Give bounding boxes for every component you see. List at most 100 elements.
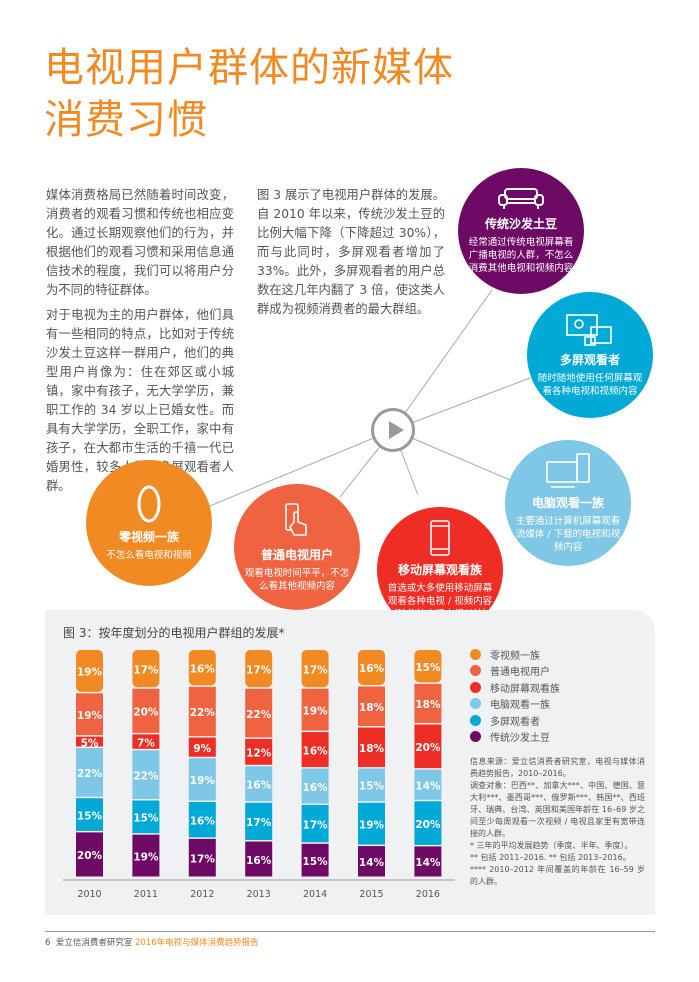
bar-segment bbox=[414, 769, 442, 800]
footer: 6 爱立信消费者研究室 2016年电视与媒体消费趋势报告 bbox=[45, 936, 259, 948]
bar-segment bbox=[132, 650, 160, 688]
note: * 三年的平均发展趋势（季度、半年、季度）。 bbox=[470, 841, 633, 850]
data-label: 15% bbox=[359, 781, 385, 793]
data-label: 20% bbox=[77, 850, 103, 862]
segment-circle-couch-potato: 传统沙发土豆 经常通过传统电视屏幕看广播电视的人群，不怎么消费其他电视和视频内容 bbox=[458, 168, 584, 294]
data-label: 19% bbox=[303, 705, 329, 717]
data-label: 16% bbox=[246, 780, 272, 792]
legend-item: 多屏观看者 bbox=[470, 712, 560, 729]
legend-swatch bbox=[470, 648, 481, 660]
x-tick-label: 2015 bbox=[359, 889, 383, 900]
x-tick-label: 2012 bbox=[190, 889, 214, 900]
data-label: 19% bbox=[133, 851, 159, 863]
data-label: 16% bbox=[190, 815, 216, 827]
multi-screen-icon bbox=[566, 313, 612, 346]
bar-segment bbox=[76, 798, 103, 831]
x-tick-label: 2014 bbox=[303, 889, 327, 900]
chart-title: 图 3：按年度划分的电视用户群组的发展* bbox=[63, 626, 285, 640]
bar-segment bbox=[132, 750, 160, 799]
data-label: 22% bbox=[77, 768, 103, 780]
legend-swatch bbox=[470, 665, 481, 677]
legend-label: 普通电视用户 bbox=[490, 667, 550, 679]
segment-name: 多屏观看者 bbox=[559, 352, 620, 367]
x-tick-label: 2013 bbox=[247, 889, 271, 900]
smartphone-icon bbox=[430, 520, 450, 556]
legend-item: 电脑观看一族 bbox=[470, 696, 560, 713]
segment-circle-multi-screen: 多屏观看者 随时随地使用任何屏幕观看各种电视和视频内容 bbox=[527, 292, 653, 418]
bar-segment bbox=[132, 834, 160, 877]
legend-label: 多屏观看者 bbox=[490, 716, 540, 728]
segment-description: 随时随地使用任何屏幕观看各种电视和视频内容 bbox=[537, 372, 643, 397]
bar-segment bbox=[358, 768, 385, 802]
data-label: 7% bbox=[137, 737, 155, 749]
legend-label: 移动屏幕观看族 bbox=[490, 683, 560, 695]
bar-segment bbox=[188, 737, 216, 757]
legend-swatch bbox=[470, 714, 481, 726]
chart-legend: 零视频一族普通电视用户 移动屏幕观看族 电脑观看一族 多屏观看者传统沙发土豆 bbox=[470, 646, 560, 745]
footer-divider bbox=[45, 931, 655, 932]
chart-notes: 信息来源：爱立信消费者研究室，电视与媒体消费趋势报告，2010–2016。 调查… bbox=[470, 756, 645, 888]
legend-item: 移动屏幕观看族 bbox=[470, 679, 560, 696]
bar-segment bbox=[188, 758, 216, 801]
data-label: 18% bbox=[359, 702, 385, 714]
segment-circle-zero-video: 零视频一族 不怎么看电视和视频 bbox=[86, 460, 212, 586]
sofa-icon bbox=[498, 188, 544, 209]
data-label: 5% bbox=[81, 737, 99, 749]
segment-circle-pc-viewers: 电脑观看一族 主要通过计算机屏幕观看流媒体 / 下载的电视和视频内容 bbox=[505, 440, 631, 566]
desktop-computer-icon bbox=[546, 453, 590, 488]
data-label: 18% bbox=[359, 743, 385, 755]
bar-segment bbox=[76, 736, 103, 747]
bar-segment bbox=[358, 727, 385, 768]
segment-description: 经常通过传统电视屏幕看广播电视的人群，不怎么消费其他电视和视频内容 bbox=[468, 237, 574, 274]
bar-segment bbox=[188, 838, 216, 877]
data-label: 14% bbox=[359, 857, 385, 869]
bar-segment bbox=[301, 768, 329, 804]
bar-segment bbox=[301, 650, 329, 688]
bar-segment bbox=[76, 693, 103, 736]
x-tick-label: 2011 bbox=[134, 889, 158, 900]
bar-segment bbox=[358, 846, 385, 877]
body-paragraph: 对于电视为主的用户群体，他们具有一些相同的特点，比如对于传统沙发土豆这样一群用户… bbox=[46, 308, 234, 493]
note: 信息来源：爱立信消费者研究室，电视与媒体消费趋势报告，2010–2016。 bbox=[470, 757, 645, 778]
zero-icon bbox=[137, 485, 161, 523]
bar-segment bbox=[358, 650, 385, 685]
data-label: 16% bbox=[303, 745, 329, 757]
data-label: 20% bbox=[415, 819, 441, 831]
segment-description: 观看电视时间平平，不怎么看其他视频内容 bbox=[244, 567, 350, 592]
legend-label: 零视频一族 bbox=[490, 650, 540, 662]
bar-segment bbox=[245, 766, 273, 802]
page-title: 电视用户群体的新媒体 消费习惯 bbox=[44, 42, 454, 146]
data-label: 19% bbox=[190, 775, 216, 787]
legend-label: 传统沙发土豆 bbox=[490, 733, 550, 745]
bar-segment bbox=[245, 650, 273, 688]
bar-segment bbox=[301, 688, 329, 731]
data-label: 19% bbox=[77, 667, 103, 679]
segment-name: 普通电视用户 bbox=[260, 547, 333, 562]
segment-name: 零视频一族 bbox=[118, 530, 179, 544]
page-number: 6 bbox=[45, 938, 51, 948]
data-label: 15% bbox=[77, 810, 103, 822]
data-label: 16% bbox=[190, 663, 216, 675]
data-label: 19% bbox=[77, 710, 103, 722]
x-tick-label: 2016 bbox=[416, 889, 440, 900]
bar-segment bbox=[414, 801, 442, 845]
segment-name: 移动屏幕观看族 bbox=[397, 563, 482, 577]
segment-description: 主要通过计算机屏幕观看流媒体 / 下载的电视和视频内容 bbox=[515, 516, 621, 553]
bar-segment bbox=[358, 802, 385, 845]
bar-segment bbox=[188, 802, 216, 838]
data-label: 16% bbox=[246, 855, 272, 867]
bar-segment bbox=[245, 688, 273, 738]
data-label: 17% bbox=[246, 664, 272, 676]
data-label: 15% bbox=[133, 813, 159, 825]
data-label: 9% bbox=[193, 743, 211, 755]
x-tick-label: 2010 bbox=[77, 889, 101, 900]
data-label: 18% bbox=[415, 699, 441, 711]
remote-control-icon bbox=[285, 502, 307, 536]
bar-segment bbox=[414, 846, 442, 877]
legend-label: 电脑观看一族 bbox=[490, 700, 550, 712]
bar-segment bbox=[132, 688, 160, 733]
segment-description: 不怎么看电视和视频 bbox=[106, 550, 192, 561]
bar-segment bbox=[358, 686, 385, 727]
bar-segment bbox=[301, 732, 329, 768]
